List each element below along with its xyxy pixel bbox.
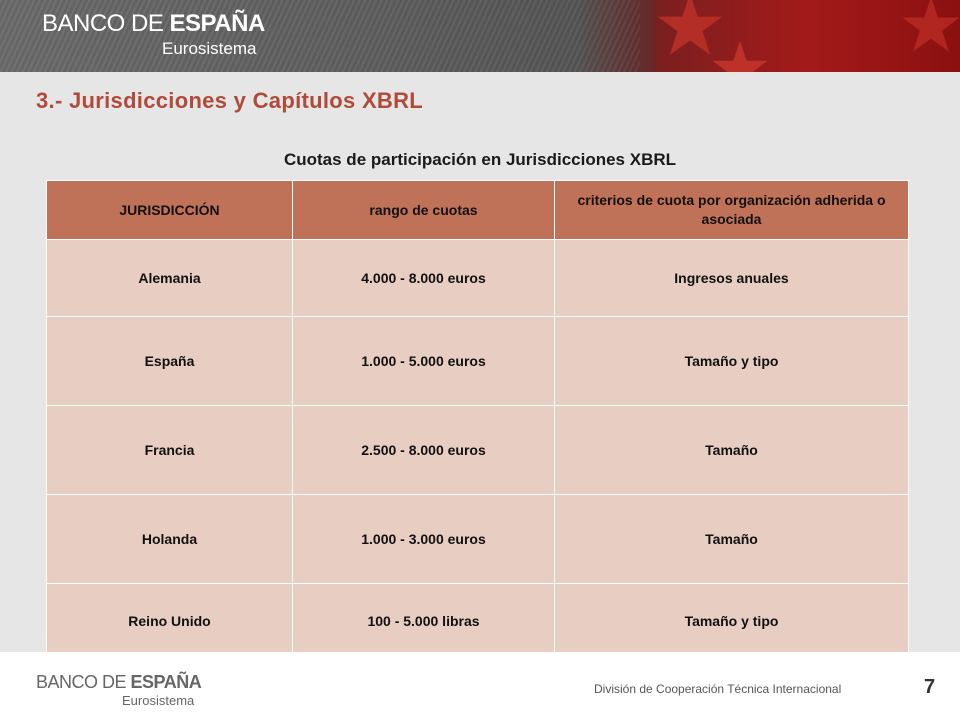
header-logo: BANCO DE ESPAÑA Eurosistema — [42, 10, 265, 60]
cell-rango: 1.000 - 3.000 euros — [292, 494, 555, 584]
cell-jurisdiccion: España — [46, 316, 293, 406]
star-icon — [657, 0, 723, 56]
banner-texture — [0, 0, 640, 72]
cell-jurisdiccion: Reino Unido — [46, 583, 293, 660]
table-caption: Cuotas de participación en Jurisdiccione… — [283, 150, 677, 169]
header-jurisdiccion: JURISDICCIÓN — [46, 180, 293, 240]
logo-prefix: BANCO DE — [42, 10, 170, 37]
cell-criterios: Tamaño — [554, 405, 909, 495]
slide-title: 3.- Jurisdicciones y Capítulos XBRL — [36, 88, 424, 113]
cell-rango: 2.500 - 8.000 euros — [292, 405, 555, 495]
cell-jurisdiccion: Francia — [46, 405, 293, 495]
footer-logo: BANCO DE ESPAÑA Eurosistema — [36, 672, 202, 710]
footer-division: División de Cooperación Técnica Internac… — [594, 682, 842, 696]
cell-jurisdiccion: Alemania — [46, 239, 293, 317]
header-criterios: criterios de cuota por organización adhe… — [554, 180, 909, 240]
cell-jurisdiccion: Holanda — [46, 494, 293, 584]
logo-sub: Eurosistema — [162, 39, 257, 58]
cell-rango: 100 - 5.000 libras — [292, 583, 555, 660]
header-rango: rango de cuotas — [292, 180, 555, 240]
star-icon — [712, 41, 768, 72]
footer-logo-prefix: BANCO DE — [36, 672, 131, 692]
quota-table: JURISDICCIÓN rango de cuotas criterios d… — [46, 180, 909, 660]
cell-criterios: Tamaño y tipo — [554, 316, 909, 406]
star-icon — [902, 0, 960, 52]
table-row: Francia 2.500 - 8.000 euros Tamaño — [46, 405, 909, 495]
cell-criterios: Tamaño y tipo — [554, 583, 909, 660]
table-row: España 1.000 - 5.000 euros Tamaño y tipo — [46, 316, 909, 406]
banner-red-panel — [655, 0, 960, 72]
page-number: 7 — [924, 676, 936, 698]
header-banner: BANCO DE ESPAÑA Eurosistema — [0, 0, 960, 72]
cell-criterios: Ingresos anuales — [554, 239, 909, 317]
footer: BANCO DE ESPAÑA Eurosistema División de … — [0, 652, 960, 720]
footer-logo-sub: Eurosistema — [122, 693, 195, 708]
table-row: Holanda 1.000 - 3.000 euros Tamaño — [46, 494, 909, 584]
cell-criterios: Tamaño — [554, 494, 909, 584]
table-header-row: JURISDICCIÓN rango de cuotas criterios d… — [46, 180, 909, 240]
cell-rango: 4.000 - 8.000 euros — [292, 239, 555, 317]
table-row: Alemania 4.000 - 8.000 euros Ingresos an… — [46, 239, 909, 317]
footer-logo-bold: ESPAÑA — [130, 672, 202, 692]
logo-bold: ESPAÑA — [169, 10, 266, 37]
cell-rango: 1.000 - 5.000 euros — [292, 316, 555, 406]
table-row: Reino Unido 100 - 5.000 libras Tamaño y … — [46, 583, 909, 660]
